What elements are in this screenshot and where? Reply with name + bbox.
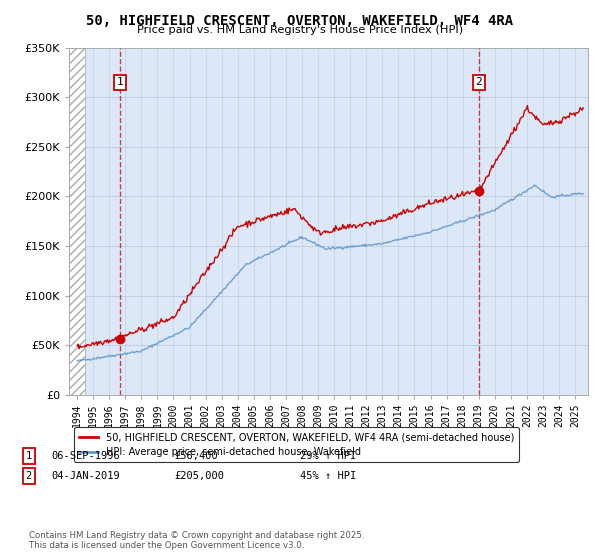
Text: 2: 2 (26, 471, 32, 481)
Text: £205,000: £205,000 (174, 471, 224, 481)
Text: 06-SEP-1996: 06-SEP-1996 (51, 451, 120, 461)
Text: 50, HIGHFIELD CRESCENT, OVERTON, WAKEFIELD, WF4 4RA: 50, HIGHFIELD CRESCENT, OVERTON, WAKEFIE… (86, 14, 514, 28)
Text: 1: 1 (26, 451, 32, 461)
Text: 04-JAN-2019: 04-JAN-2019 (51, 471, 120, 481)
Text: 2: 2 (476, 77, 482, 87)
Text: £56,400: £56,400 (174, 451, 218, 461)
Text: 45% ↑ HPI: 45% ↑ HPI (300, 471, 356, 481)
Text: Contains HM Land Registry data © Crown copyright and database right 2025.
This d: Contains HM Land Registry data © Crown c… (29, 530, 364, 550)
Legend: 50, HIGHFIELD CRESCENT, OVERTON, WAKEFIELD, WF4 4RA (semi-detached house), HPI: : 50, HIGHFIELD CRESCENT, OVERTON, WAKEFIE… (74, 427, 519, 462)
Text: 1: 1 (117, 77, 124, 87)
Bar (69, 48, 85, 395)
Text: 29% ↑ HPI: 29% ↑ HPI (300, 451, 356, 461)
Text: Price paid vs. HM Land Registry's House Price Index (HPI): Price paid vs. HM Land Registry's House … (137, 25, 463, 35)
